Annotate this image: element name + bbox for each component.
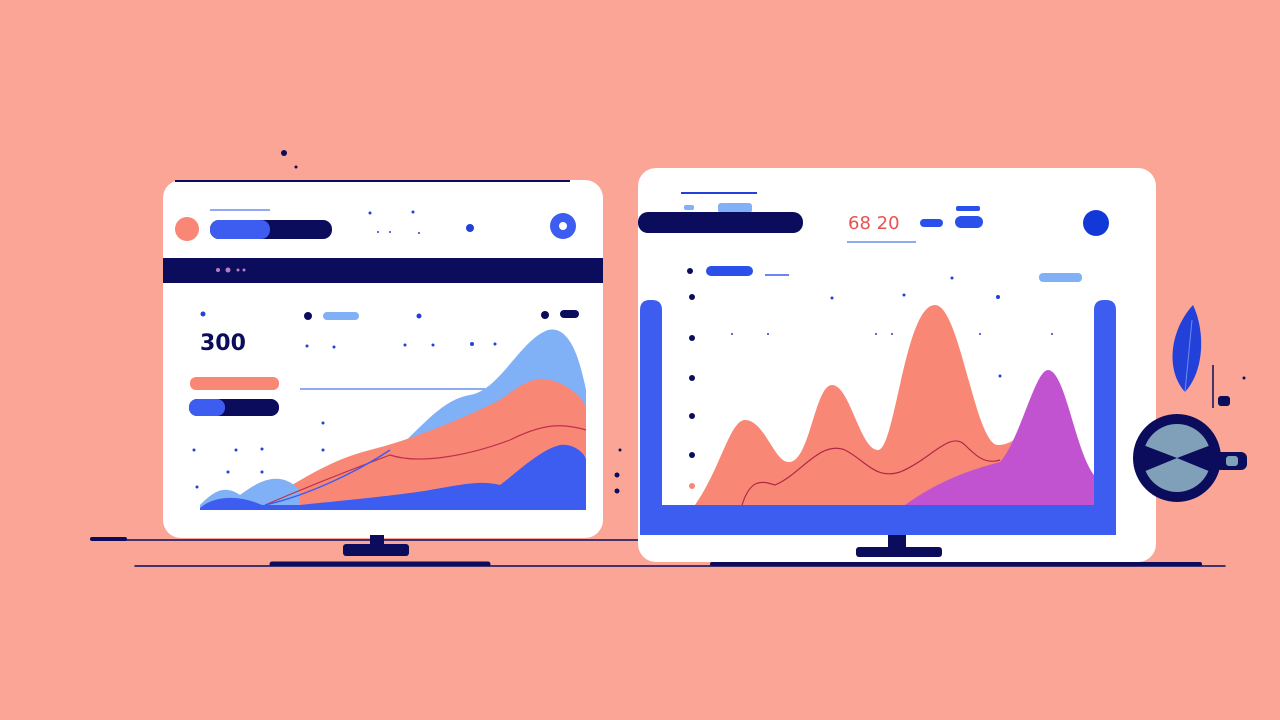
leaf-icon	[1172, 305, 1246, 408]
nav-bar	[163, 258, 603, 283]
trend-line	[741, 440, 1001, 506]
area-series-magenta	[905, 370, 1094, 505]
metric-value: 68 20	[848, 213, 900, 234]
area-series-front	[200, 444, 586, 510]
profile-icon[interactable]	[1083, 210, 1109, 236]
avatar[interactable]	[175, 217, 199, 241]
decor-dot	[294, 165, 298, 169]
filter-button[interactable]	[920, 219, 943, 227]
decor-dot	[281, 150, 287, 156]
ground-lines	[90, 537, 1226, 567]
area-series-salmon	[695, 305, 1040, 505]
left-dashboard-panel: 300	[163, 180, 603, 556]
monitor-stand	[343, 544, 409, 556]
filter-button[interactable]	[955, 216, 983, 228]
right-dashboard-panel: 68 20	[638, 168, 1156, 562]
chart-frame	[640, 300, 1116, 535]
monitor-stand	[856, 547, 942, 557]
trend-line	[264, 425, 587, 506]
gauge-knob-icon[interactable]	[1133, 396, 1247, 502]
title-bar	[638, 212, 803, 233]
metric-value: 300	[200, 331, 246, 356]
legend-bar	[190, 377, 279, 390]
